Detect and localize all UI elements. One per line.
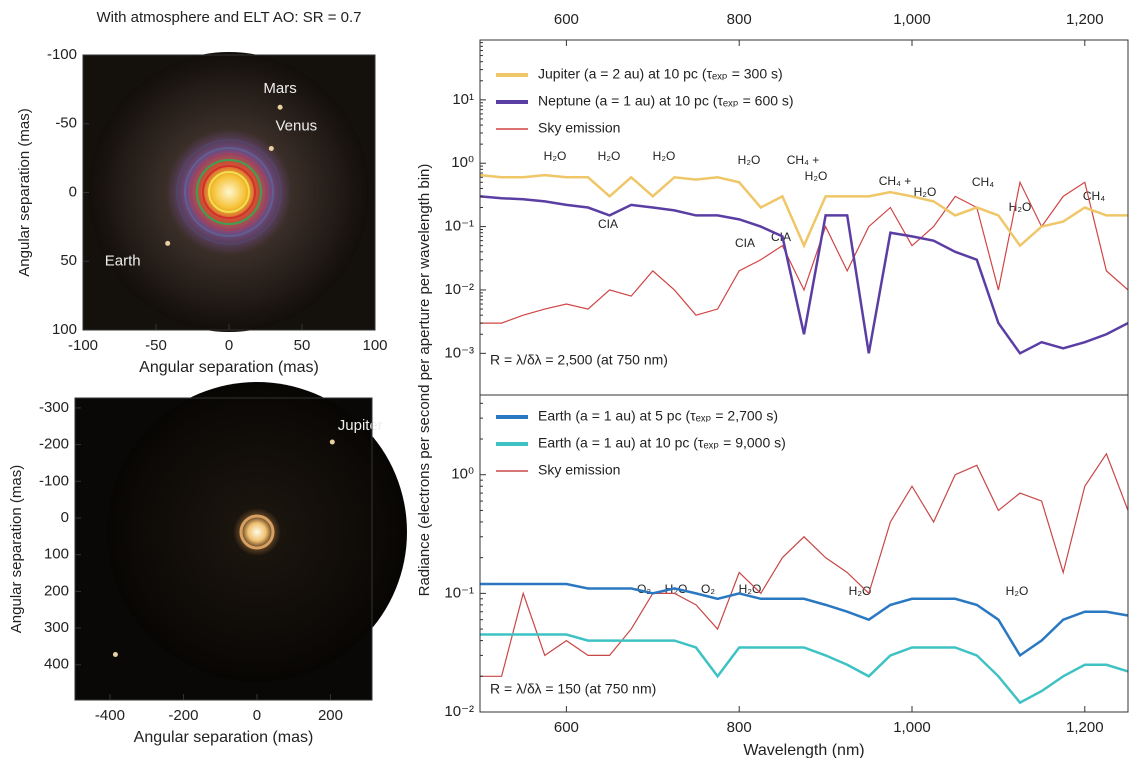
y-tick-label: 50 [60,252,77,269]
x-tick-label: 1,000 [893,11,931,28]
x-tick-label: -200 [168,707,198,724]
annotation: H₂O [653,149,676,163]
y-tick-label: -100 [39,472,69,489]
psf [89,52,369,332]
legend-label: Earth (a = 1 au) at 5 pc (τₑₓₚ = 2,700 s… [538,408,778,424]
y-axis-label: Angular separation (mas) [16,108,33,276]
planet [165,241,170,246]
annotation: H₂O [1009,200,1032,214]
y-tick-label: -200 [39,436,69,453]
y-tick-label: 100 [44,546,69,563]
x-tick-label: 600 [554,11,579,28]
x-tick-label: -100 [68,337,98,354]
annotation: CH₄ + [787,153,820,167]
x-axis-label: Wavelength (nm) [743,742,864,758]
y-tick-label: -100 [47,46,77,63]
y-tick-label: 10⁻² [444,703,474,720]
annotation: CH₄ [972,175,994,189]
x-tick-label: 800 [727,11,752,28]
x-tick-label: -50 [145,337,167,354]
y-tick-label: 100 [52,321,77,338]
x-tick-label: -400 [95,707,125,724]
legend-label: Sky emission [538,462,620,478]
series-line [480,196,1128,353]
annotation: H₂O [849,584,872,598]
planet [269,146,274,151]
panel: Earth (a = 1 au) at 5 pc (τₑₓₚ = 2,700 s… [444,395,1128,758]
y-tick-label: 10⁰ [451,154,474,171]
y-tick-label: 400 [44,656,69,673]
resolution-note: R = λ/δλ = 2,500 (at 750 nm) [490,352,668,368]
y-tick-label: 10⁻¹ [444,218,474,235]
x-tick-label: 600 [554,719,579,736]
planet [278,105,283,110]
series-line [480,182,1128,323]
y-tick-label: 300 [44,619,69,636]
legend-label: Sky emission [538,120,620,136]
legend-label: Neptune (a = 1 au) at 10 pc (τₑₓₚ = 600 … [538,93,794,109]
y-tick-label: 0 [61,509,69,526]
series-group [480,454,1128,703]
legend-label: Earth (a = 1 au) at 10 pc (τₑₓₚ = 9,000 … [538,435,786,451]
planet [330,440,335,445]
x-tick-label: 1,200 [1066,719,1104,736]
chart-title: With atmosphere and ELT AO: SR = 0.7 [97,9,362,26]
x-tick-label: 0 [225,337,233,354]
x-tick-label: 50 [294,337,311,354]
x-tick-label: 100 [362,337,387,354]
planet-label: Jupiter [338,417,383,434]
x-tick-label: 800 [727,719,752,736]
page: With atmosphere and ELT AO: SR = 0.7 Rad… [0,0,1137,763]
x-axis-label: Angular separation (mas) [139,359,319,376]
y-tick-label: -50 [55,115,77,132]
annotation: H₂O [1006,584,1029,598]
planet-label: Venus [275,117,317,134]
legend-label: Jupiter (a = 2 au) at 10 pc (τₑₓₚ = 300 … [538,66,783,82]
annotation: CH₄ [1083,189,1105,203]
y-tick-label: 200 [44,582,69,599]
annotation: CIA [735,236,755,250]
annotation: H₂O [805,169,828,183]
y-tick-label: 10⁻² [444,281,474,298]
planet-label: Mars [263,80,296,97]
y-tick-label: 10⁰ [451,466,474,483]
annotation: H₂O [544,149,567,163]
x-tick-label: 1,200 [1066,11,1104,28]
resolution-note: R = λ/δλ = 150 (at 750 nm) [490,681,656,697]
planet-label: Earth [105,252,141,269]
series-line [480,454,1128,676]
x-tick-label: 0 [253,707,261,724]
y-tick-label: 10⁻¹ [444,584,474,601]
planet [113,652,118,657]
figure: With atmosphere and ELT AO: SR = 0.7 Rad… [0,0,1137,758]
y-tick-label: 10¹ [452,91,474,108]
y-tick-label: -300 [39,399,69,416]
annotation: H₂O [598,149,621,163]
y-axis-label: Radiance (electrons per second per apert… [416,164,433,597]
x-tick-label: 200 [318,707,343,724]
y-axis-label: Angular separation (mas) [8,465,25,633]
y-tick-label: 0 [69,183,77,200]
annotation: CIA [598,217,618,231]
annotation: H₂O [738,153,761,167]
y-tick-label: 10⁻³ [444,344,474,361]
series-line [480,584,1128,655]
x-axis-label: Angular separation (mas) [134,729,314,746]
annotation: CH₄ + [879,174,912,188]
x-tick-label: 1,000 [893,719,931,736]
